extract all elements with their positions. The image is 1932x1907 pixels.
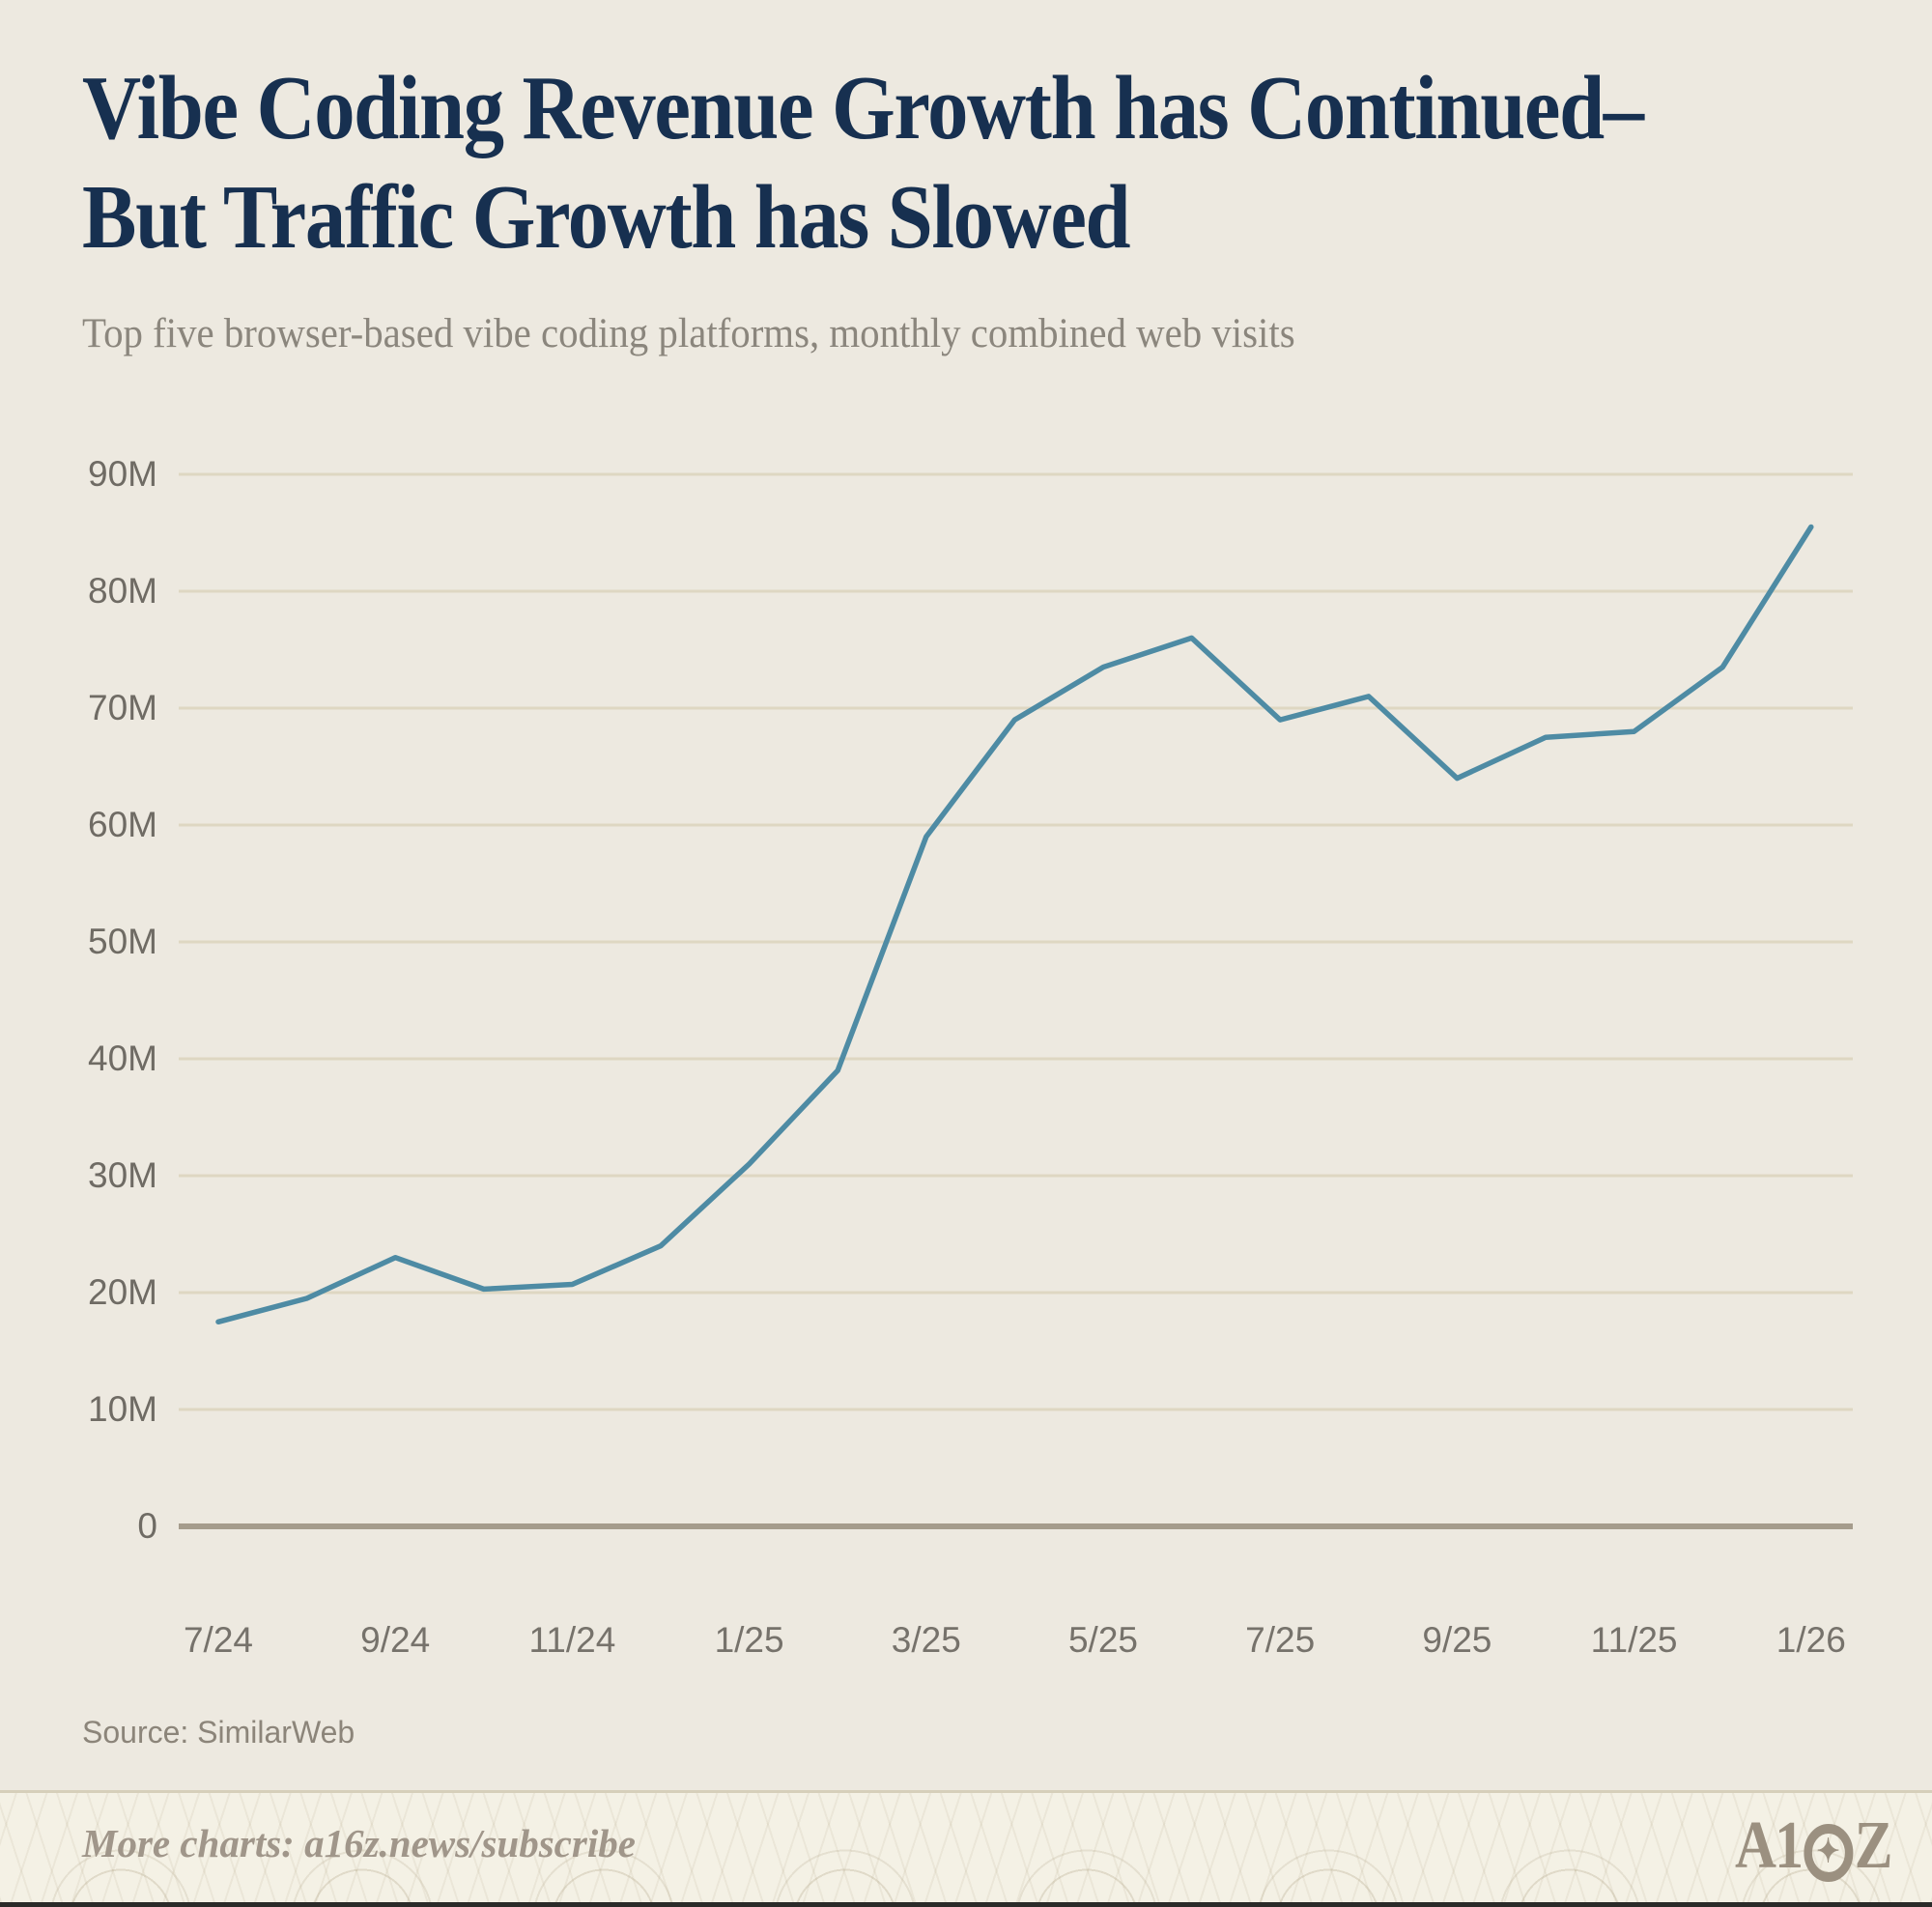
x-tick-label-5-25: 5/25 xyxy=(1067,1620,1138,1660)
x-tick-label-11-25: 11/25 xyxy=(1590,1620,1678,1660)
chart-title-line2: But Traffic Growth has Slowed xyxy=(82,167,1131,268)
y-tick-label-90M: 90M xyxy=(88,454,157,494)
a16z-logo-six-glyph: ✦ xyxy=(1804,1824,1854,1882)
footer-divider xyxy=(0,1790,1932,1793)
chart-subtitle: Top five browser-based vibe coding platf… xyxy=(82,311,1295,356)
x-tick-label-1-25: 1/25 xyxy=(714,1620,784,1660)
traffic-series-line xyxy=(215,524,1814,1325)
x-tick-label-11-24: 11/24 xyxy=(528,1620,616,1660)
y-tick-label-80M: 80M xyxy=(88,571,157,611)
y-tick-label-50M: 50M xyxy=(88,922,157,961)
y-tick-label-70M: 70M xyxy=(88,688,157,727)
chart-title-line1: Vibe Coding Revenue Growth has Continued… xyxy=(82,58,1644,158)
x-tick-label-7-25: 7/25 xyxy=(1245,1620,1316,1660)
bottom-edge-strip xyxy=(0,1902,1932,1907)
x-tick-label-7-24: 7/24 xyxy=(183,1620,253,1660)
footer-band xyxy=(0,1793,1932,1902)
y-tick-label-10M: 10M xyxy=(88,1389,157,1429)
y-tick-label-20M: 20M xyxy=(88,1272,157,1312)
chart-title: Vibe Coding Revenue Growth has Continued… xyxy=(82,54,1734,272)
source-note: Source: SimilarWeb xyxy=(82,1715,355,1750)
a16z-logo-suffix: Z xyxy=(1854,1808,1893,1883)
y-tick-label-0: 0 xyxy=(137,1506,157,1546)
footer-subscribe-text: More charts: a16z.news/subscribe xyxy=(82,1821,636,1865)
y-tick-label-30M: 30M xyxy=(88,1155,157,1195)
x-tick-label-9-25: 9/25 xyxy=(1422,1620,1492,1660)
a16z-logo: A1 ✦ Z xyxy=(1735,1808,1892,1883)
x-tick-label-3-25: 3/25 xyxy=(891,1620,961,1660)
a16z-logo-star-icon: ✦ xyxy=(1816,1834,1840,1870)
x-tick-label-1-26: 1/26 xyxy=(1776,1620,1846,1660)
y-tick-label-60M: 60M xyxy=(88,805,157,844)
a16z-logo-prefix: A1 xyxy=(1735,1808,1804,1883)
x-tick-label-9-24: 9/24 xyxy=(360,1620,431,1660)
y-tick-label-40M: 40M xyxy=(88,1039,157,1078)
